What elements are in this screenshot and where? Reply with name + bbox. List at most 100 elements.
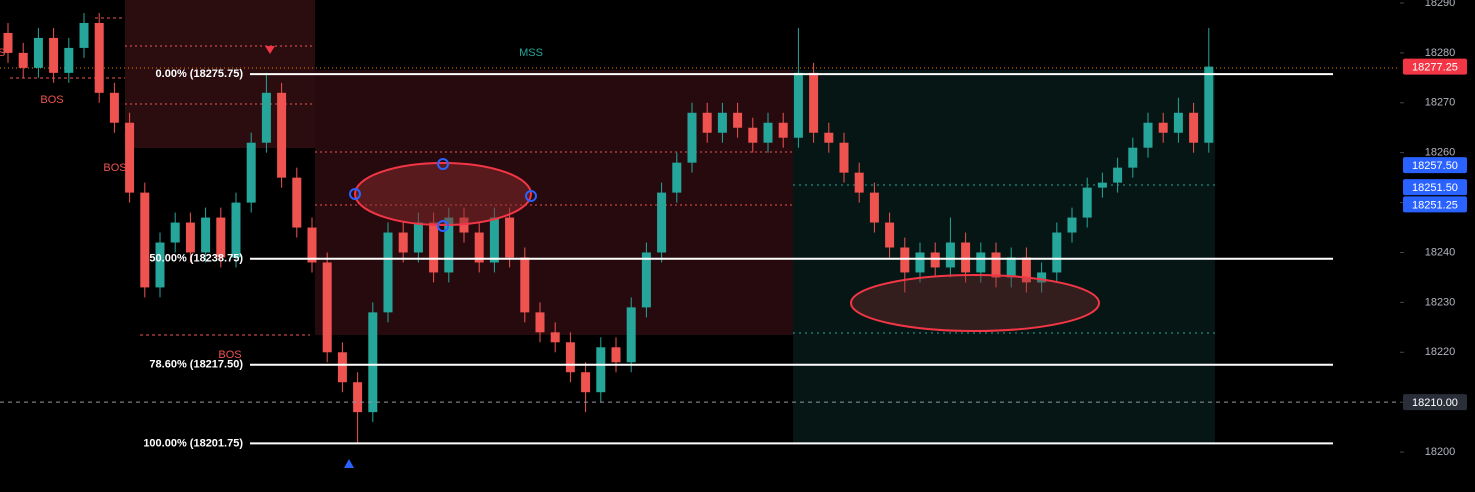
candle-body (748, 127, 758, 143)
handle (437, 158, 449, 170)
up-arrow (344, 459, 354, 468)
annotation: BOS (40, 94, 63, 106)
candle-body (261, 92, 271, 143)
price-tag-label: 18210.00 (1412, 397, 1458, 409)
candle-body (33, 37, 43, 68)
candle-body (1173, 112, 1183, 133)
price-tag-label: 18257.50 (1412, 160, 1458, 172)
candle-body (64, 47, 74, 73)
candle-body (596, 347, 606, 393)
candle-body (991, 252, 1001, 278)
candle-body (368, 312, 378, 413)
candle-body (1037, 272, 1047, 283)
handle (349, 188, 361, 200)
candle-body (170, 222, 180, 243)
candle-body (140, 192, 150, 288)
candle-body (94, 22, 104, 93)
candle-body (307, 227, 317, 263)
down-arrow (265, 46, 275, 54)
fib-label: 50.00% (18238.75) (149, 253, 243, 265)
candle-body (216, 217, 226, 258)
y-tick-label: 18220 (1425, 346, 1456, 358)
candle-body (474, 232, 484, 263)
candle-body (1158, 122, 1168, 133)
candle-body (444, 217, 454, 273)
candle-body (246, 142, 256, 203)
candle-body (900, 247, 910, 273)
candle-body (1097, 182, 1107, 188)
candle-body (155, 242, 165, 288)
candle-body (839, 142, 849, 173)
price-tag-label: 18251.50 (1412, 182, 1458, 194)
candle-body (413, 222, 423, 253)
y-tick-label: 18260 (1425, 147, 1456, 159)
candles (3, 12, 1214, 444)
annotation: BOS (103, 162, 126, 174)
candle-body (581, 372, 591, 393)
candle-body (611, 347, 621, 363)
candle-body (49, 37, 59, 73)
candle-body (3, 32, 13, 53)
price-tag (1403, 58, 1467, 75)
candle-body (1113, 167, 1123, 183)
highlight-ellipse (354, 162, 532, 226)
candle-body (398, 232, 408, 253)
candle-body (520, 257, 530, 313)
candle-body (1052, 232, 1062, 273)
candle-body (945, 242, 955, 268)
candle-body (1128, 147, 1138, 168)
handle (437, 220, 449, 232)
candle-body (733, 112, 743, 128)
candle-body (565, 342, 575, 373)
candle-body (383, 232, 393, 313)
y-tick-label: 18290 (1425, 0, 1456, 9)
candle-body (930, 252, 940, 268)
price-tag-label: 18251.25 (1412, 199, 1458, 211)
candle-body (976, 252, 986, 273)
price-tag (1403, 157, 1467, 174)
candle-body (641, 252, 651, 308)
candle-body (961, 242, 971, 273)
candle-body (109, 92, 119, 123)
candle-body (657, 192, 667, 253)
candle-body (824, 132, 834, 143)
candle-body (717, 112, 727, 133)
candle-body (885, 222, 895, 248)
candle-body (702, 112, 712, 133)
candle-body (550, 332, 560, 343)
candle-body (18, 52, 28, 68)
candle-body (353, 382, 363, 413)
y-tick-label: 18270 (1425, 97, 1456, 109)
candle-body (1006, 257, 1016, 278)
price-tag (1403, 179, 1467, 196)
fib-label: 78.60% (18217.50) (149, 359, 243, 371)
candle-body (869, 192, 879, 223)
candle-body (79, 22, 89, 48)
candle-body (125, 122, 135, 193)
price-tag (1403, 394, 1467, 411)
candle-body (277, 92, 287, 178)
candle-body (1204, 66, 1214, 143)
candle-body (626, 307, 636, 363)
candle-body (687, 112, 697, 163)
handle (525, 190, 537, 202)
y-tick-label: 18280 (1425, 47, 1456, 59)
candle-body (809, 72, 819, 133)
candle-body (778, 122, 788, 138)
candle-body (201, 217, 211, 253)
price-tag (1403, 196, 1467, 213)
annotation: BOS (218, 349, 241, 361)
candle-body (1189, 112, 1199, 143)
fib-label: 0.00% (18275.75) (156, 68, 244, 80)
annotation: S (0, 47, 5, 59)
candle-body (322, 262, 332, 353)
candle-body (763, 122, 773, 143)
candle-body (1143, 122, 1153, 148)
candle-body (185, 222, 195, 253)
candle-body (1021, 257, 1031, 283)
candle-body (1082, 187, 1092, 218)
annotation: MSS (519, 47, 543, 59)
candle-body (337, 352, 347, 383)
